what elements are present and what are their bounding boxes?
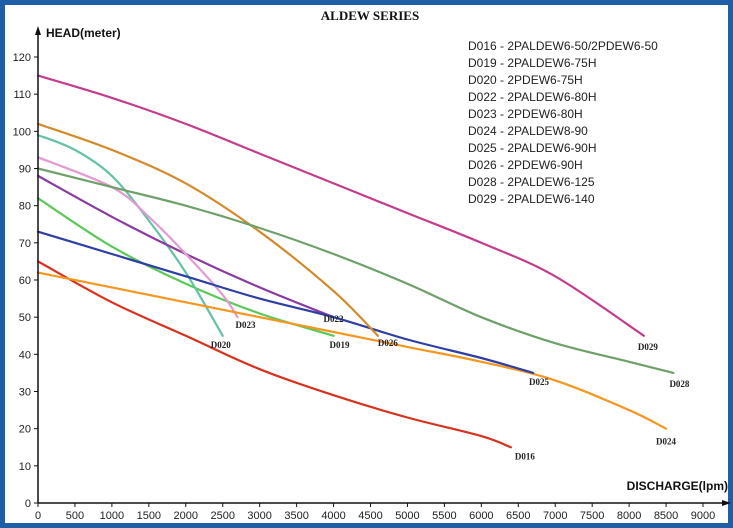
y-axis-title: HEAD(meter) <box>46 26 121 40</box>
pump-curves <box>36 74 675 449</box>
x-tick-label: 2000 <box>174 510 198 522</box>
y-tick-label: 80 <box>19 201 31 213</box>
series-line-d025 <box>36 230 535 374</box>
series-end-label-d029: D029 <box>638 342 658 352</box>
legend-entry: D024 - 2PALDEW8-90 <box>468 124 588 138</box>
y-tick-label: 40 <box>19 349 31 361</box>
series-line-d026 <box>36 122 379 337</box>
x-tick-label: 9000 <box>691 510 715 522</box>
y-axis-ticks: 0 10 20 30 40 50 60 70 80 90 100 110 120 <box>13 52 38 510</box>
series-end-label-d019: D019 <box>330 340 350 350</box>
x-tick-label: 3500 <box>284 510 308 522</box>
x-tick-label: 2500 <box>210 510 234 522</box>
series-end-label-d028: D028 <box>669 379 689 389</box>
x-tick-label: 8500 <box>654 510 678 522</box>
legend-entry: D016 - 2PALDEW6-50/2PDEW6-50 <box>468 39 658 53</box>
x-tick-label: 4000 <box>321 510 345 522</box>
x-tick-label: 4500 <box>358 510 382 522</box>
x-axis-ticks: 0 500 1000 1500 2000 2500 3000 3500 4000 4500 5000… <box>35 503 715 522</box>
series-end-label-d016: D016 <box>515 451 535 461</box>
series-end-label-d026: D026 <box>378 338 398 348</box>
x-tick-label: 6000 <box>469 510 493 522</box>
legend-entry: D023 - 2PDEW6-80H <box>468 107 583 121</box>
legend-entry: D022 - 2PALDEW6-80H <box>468 90 597 104</box>
series-line-d024 <box>36 271 668 430</box>
legend-entry: D029 - 2PALDEW6-140 <box>468 192 595 206</box>
series-line-d020 <box>36 134 224 337</box>
x-tick-label: 5500 <box>432 510 456 522</box>
series-line-d029 <box>36 74 645 337</box>
x-tick-label: 500 <box>66 510 84 522</box>
series-line-d023 <box>36 156 239 319</box>
y-tick-label: 0 <box>25 498 31 510</box>
legend-entry: D019 - 2PALDEW6-75H <box>468 56 597 70</box>
x-tick-label: 7000 <box>543 510 567 522</box>
series-line-d016 <box>36 260 512 449</box>
x-tick-label: 3000 <box>247 510 271 522</box>
y-axis-arrow <box>35 26 41 35</box>
y-tick-label: 10 <box>19 461 31 473</box>
y-tick-label: 120 <box>13 52 31 64</box>
y-tick-label: 110 <box>13 89 31 101</box>
legend-entry: D026 - 2PDEW6-90H <box>468 158 583 172</box>
x-tick-label: 7500 <box>580 510 604 522</box>
x-tick-label: 6500 <box>506 510 530 522</box>
legend-entry: D020 - 2PDEW6-75H <box>468 73 583 87</box>
series-line-d028 <box>36 167 675 374</box>
y-tick-label: 50 <box>19 312 31 324</box>
x-tick-label: 1000 <box>100 510 124 522</box>
x-tick-label: 0 <box>35 510 41 522</box>
series-line-d022 <box>36 174 335 319</box>
series-end-label-d022: D022 <box>324 314 344 324</box>
chart-title: ALDEW SERIES <box>321 8 419 23</box>
x-tick-label: 8000 <box>617 510 641 522</box>
legend: D016 - 2PALDEW6-50/2PDEW6-50 D019 - 2PALD… <box>468 39 658 206</box>
series-line-d019 <box>36 197 335 337</box>
series-end-label-d025: D025 <box>529 377 549 387</box>
x-tick-label: 5000 <box>395 510 419 522</box>
x-axis-arrow <box>722 500 731 506</box>
x-tick-label: 1500 <box>137 510 161 522</box>
curve-end-labels: D016 D019 D020 D022 D023 D024 D025 D026 D028 D029 <box>211 314 690 461</box>
y-tick-label: 60 <box>19 275 31 287</box>
x-axis-title: DISCHARGE(lpm) <box>627 479 728 493</box>
series-end-label-d023: D023 <box>236 320 256 330</box>
y-tick-label: 20 <box>19 424 31 436</box>
y-tick-label: 90 <box>19 164 31 176</box>
y-tick-label: 70 <box>19 238 31 250</box>
legend-entry: D025 - 2PALDEW6-90H <box>468 141 597 155</box>
axes <box>35 26 731 506</box>
legend-entry: D028 - 2PALDEW6-125 <box>468 175 595 189</box>
y-tick-label: 100 <box>13 126 31 138</box>
series-end-label-d024: D024 <box>656 437 676 447</box>
y-tick-label: 30 <box>19 387 31 399</box>
series-end-label-d020: D020 <box>211 340 231 350</box>
